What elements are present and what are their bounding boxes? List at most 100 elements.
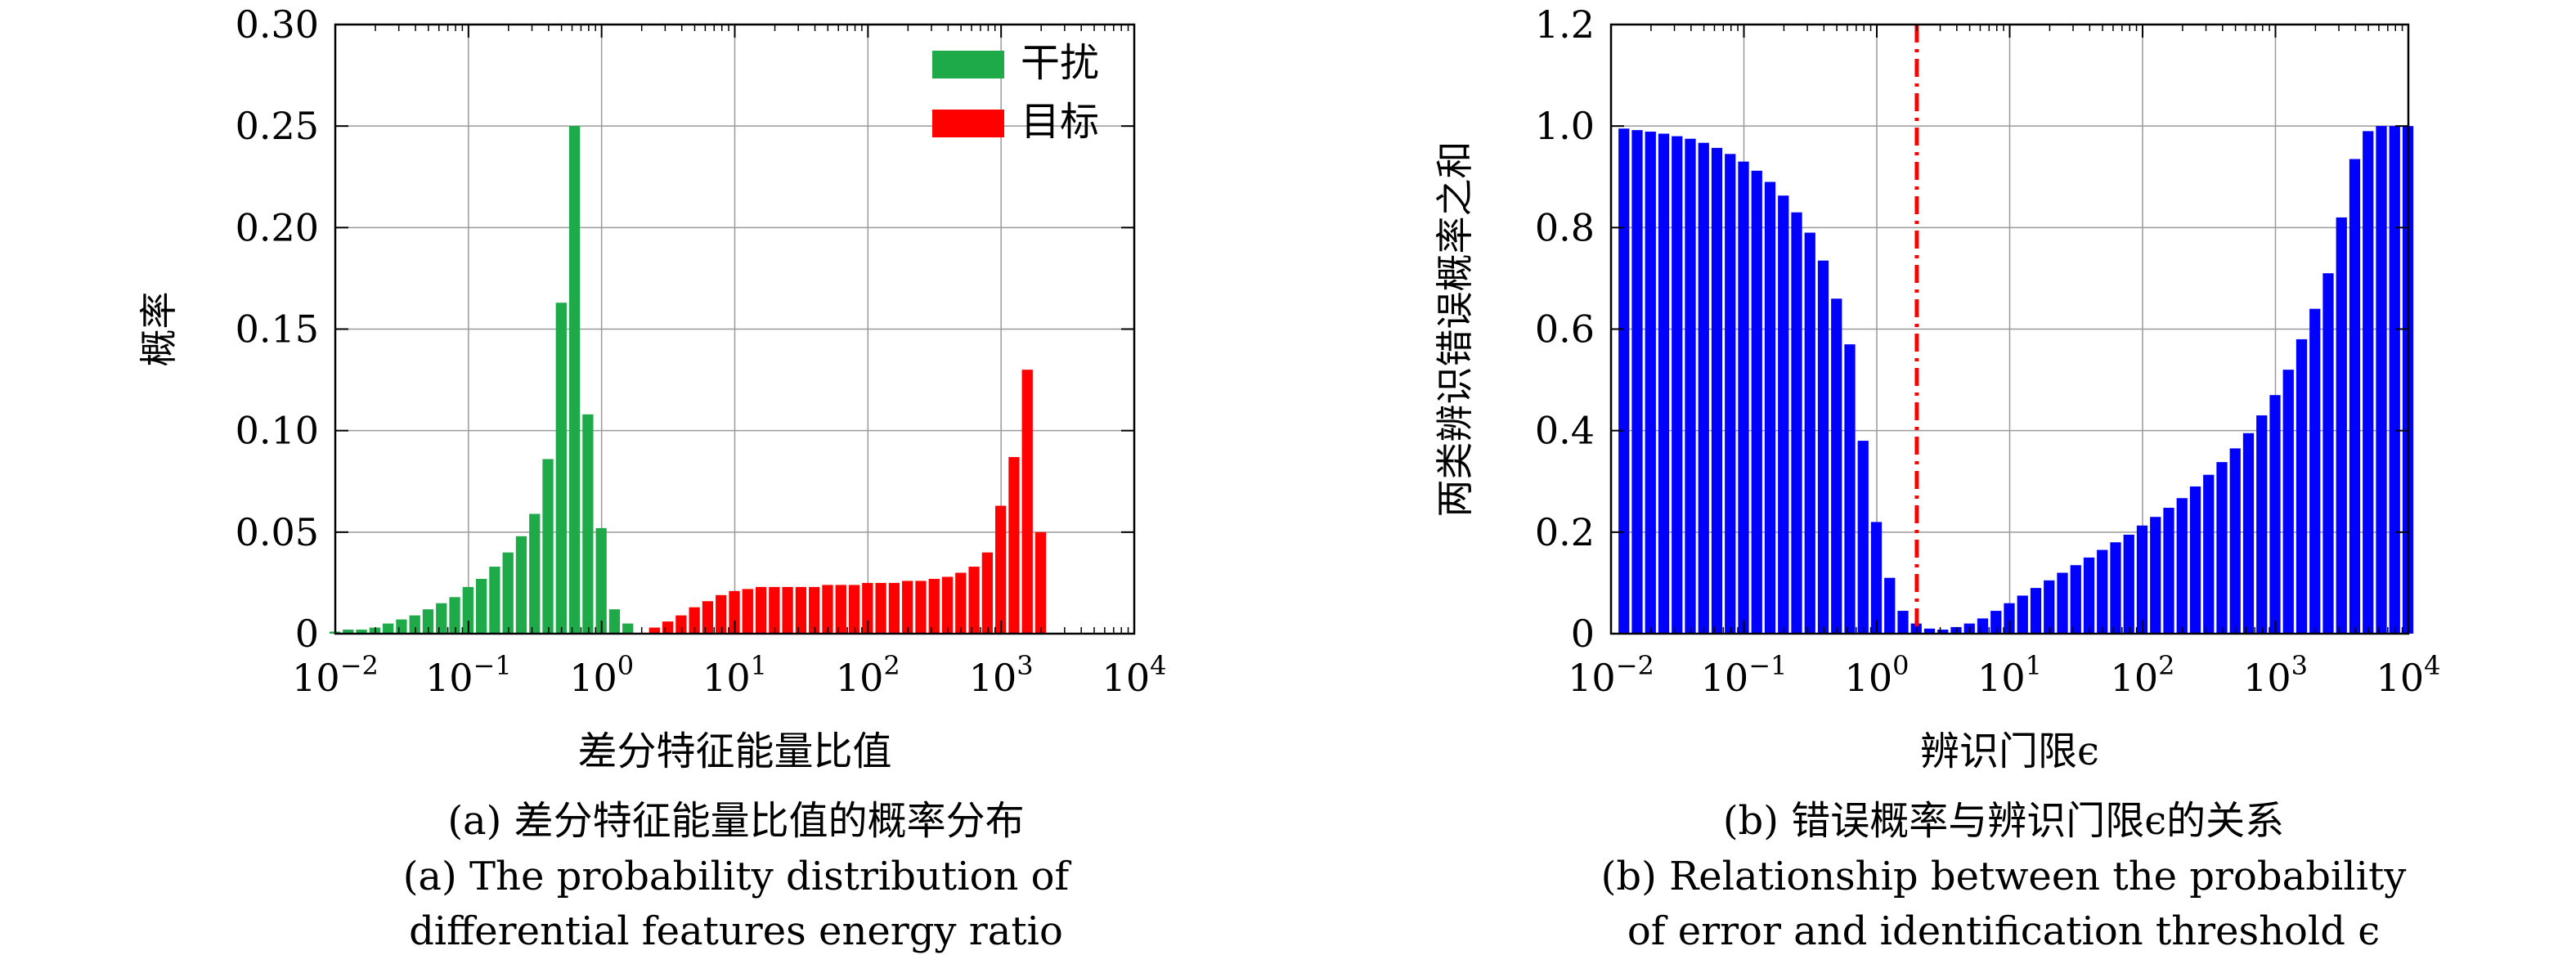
bar xyxy=(2176,498,2188,634)
bar xyxy=(2349,159,2361,634)
bar xyxy=(1658,133,1670,634)
panel-a-caption-en-line2: differential features energy ratio xyxy=(409,908,1063,954)
bar xyxy=(2229,448,2241,634)
panel-a-chart: 0 0.05 0.10 0.15 0.20 0.25 0.30 10−2 10−1 100 101… xyxy=(137,2,1166,954)
y-tick-label: 1.0 xyxy=(1535,104,1595,148)
bar-target xyxy=(769,586,780,634)
bar xyxy=(2322,273,2334,634)
bar xyxy=(2004,603,2015,634)
bar-interference xyxy=(529,513,541,634)
x-tick-label: 102 xyxy=(836,650,900,700)
x-tick-label: 102 xyxy=(2111,650,2175,700)
bar xyxy=(1817,260,1829,634)
bar-interference xyxy=(475,578,487,634)
bar-target xyxy=(809,586,820,634)
y-tick-label: 0.30 xyxy=(236,2,319,47)
bar xyxy=(1618,128,1630,634)
bar-target xyxy=(729,590,740,634)
bar xyxy=(1897,611,1909,634)
bar xyxy=(1870,522,1883,634)
panel-a-caption-cn: (a) 差分特征能量比值的概率分布 xyxy=(447,798,1024,844)
bar-target xyxy=(675,615,687,634)
panel-a-ticks xyxy=(334,24,1135,634)
panel-a-y-tick-labels: 0 0.05 0.10 0.15 0.20 0.25 0.30 xyxy=(236,2,319,656)
x-tick-label: 100 xyxy=(1845,650,1910,700)
bar-interference xyxy=(436,603,447,634)
panel-a-x-axis-label: 差分特征能量比值 xyxy=(577,729,891,774)
bar xyxy=(1631,130,1643,634)
bar-interference xyxy=(396,619,407,634)
bar xyxy=(2083,557,2095,634)
bar xyxy=(1844,344,1856,634)
bar-interference xyxy=(595,527,607,634)
y-tick-label: 0 xyxy=(295,612,319,656)
bar xyxy=(1685,138,1696,634)
bar-target xyxy=(782,586,793,634)
bar xyxy=(2242,433,2255,634)
x-tick-label: 10−2 xyxy=(1568,650,1654,700)
bar-target xyxy=(702,601,714,634)
bar-interference xyxy=(542,459,554,634)
bar xyxy=(2216,462,2228,634)
bar xyxy=(1645,131,1656,634)
legend-swatch xyxy=(932,51,1004,78)
bar xyxy=(1831,298,1842,634)
bar xyxy=(2163,508,2174,634)
panel-b-y-tick-labels: 0 0.2 0.4 0.6 0.8 1.0 1.2 xyxy=(1535,2,1595,656)
bar xyxy=(2309,308,2321,634)
panel-a-caption-en-line1: (a) The probability distribution of xyxy=(403,854,1072,899)
y-tick-label: 0.10 xyxy=(236,409,319,453)
panel-b-x-axis-label: 辨识门限ϵ xyxy=(1920,729,2099,774)
bar xyxy=(1764,182,1776,634)
bar xyxy=(1725,154,1736,634)
legend-label: 目标 xyxy=(1021,99,1099,145)
x-tick-label: 103 xyxy=(2243,650,2308,700)
x-tick-label: 10−1 xyxy=(1701,650,1788,700)
bar-interference xyxy=(356,630,367,634)
bar xyxy=(2030,588,2042,634)
bar-interference xyxy=(462,586,473,634)
bar-target xyxy=(1008,456,1020,634)
y-tick-label: 0.2 xyxy=(1535,510,1595,554)
bar xyxy=(2296,339,2308,634)
panel-b-y-axis-label: 两类辨识错误概率之和 xyxy=(1433,141,1477,518)
bar-interference xyxy=(489,567,500,634)
y-tick-label: 0.25 xyxy=(236,104,319,148)
x-tick-label: 10−2 xyxy=(292,650,379,700)
bar xyxy=(2256,415,2268,634)
bar xyxy=(2097,549,2108,634)
x-tick-label: 101 xyxy=(1977,650,2042,700)
bar-target xyxy=(902,581,913,634)
panel-b-chart: 0 0.2 0.4 0.6 0.8 1.0 1.2 10−2 10−1 100 101 102 103… xyxy=(1433,2,2440,954)
bar-interference xyxy=(422,609,434,634)
bar xyxy=(1672,136,1683,634)
bar xyxy=(2363,131,2374,634)
bar xyxy=(1778,195,1789,634)
y-tick-label: 0.6 xyxy=(1535,307,1595,352)
bar xyxy=(2017,595,2028,634)
bar-interference xyxy=(622,623,634,634)
bar xyxy=(2189,486,2201,634)
bar-target xyxy=(941,576,954,634)
bar-interference xyxy=(343,630,354,634)
bar-interference xyxy=(382,623,394,634)
bar xyxy=(1977,618,1989,634)
bar xyxy=(1698,142,1709,634)
bar-interference xyxy=(568,126,581,634)
x-tick-label: 100 xyxy=(569,650,634,700)
bar-target xyxy=(875,582,886,634)
y-tick-label: 0.4 xyxy=(1535,409,1595,453)
bar xyxy=(1990,611,2002,634)
bar xyxy=(2282,370,2294,634)
bar-target xyxy=(928,578,940,634)
x-tick-label: 104 xyxy=(1102,650,1167,700)
bar-interference xyxy=(502,552,514,634)
bar xyxy=(2136,525,2148,634)
bar-interference xyxy=(409,615,420,634)
bar xyxy=(1738,161,1749,634)
bar xyxy=(2044,580,2055,634)
bar xyxy=(2376,126,2387,634)
bar-target xyxy=(822,585,833,634)
bar-interference xyxy=(449,597,460,634)
